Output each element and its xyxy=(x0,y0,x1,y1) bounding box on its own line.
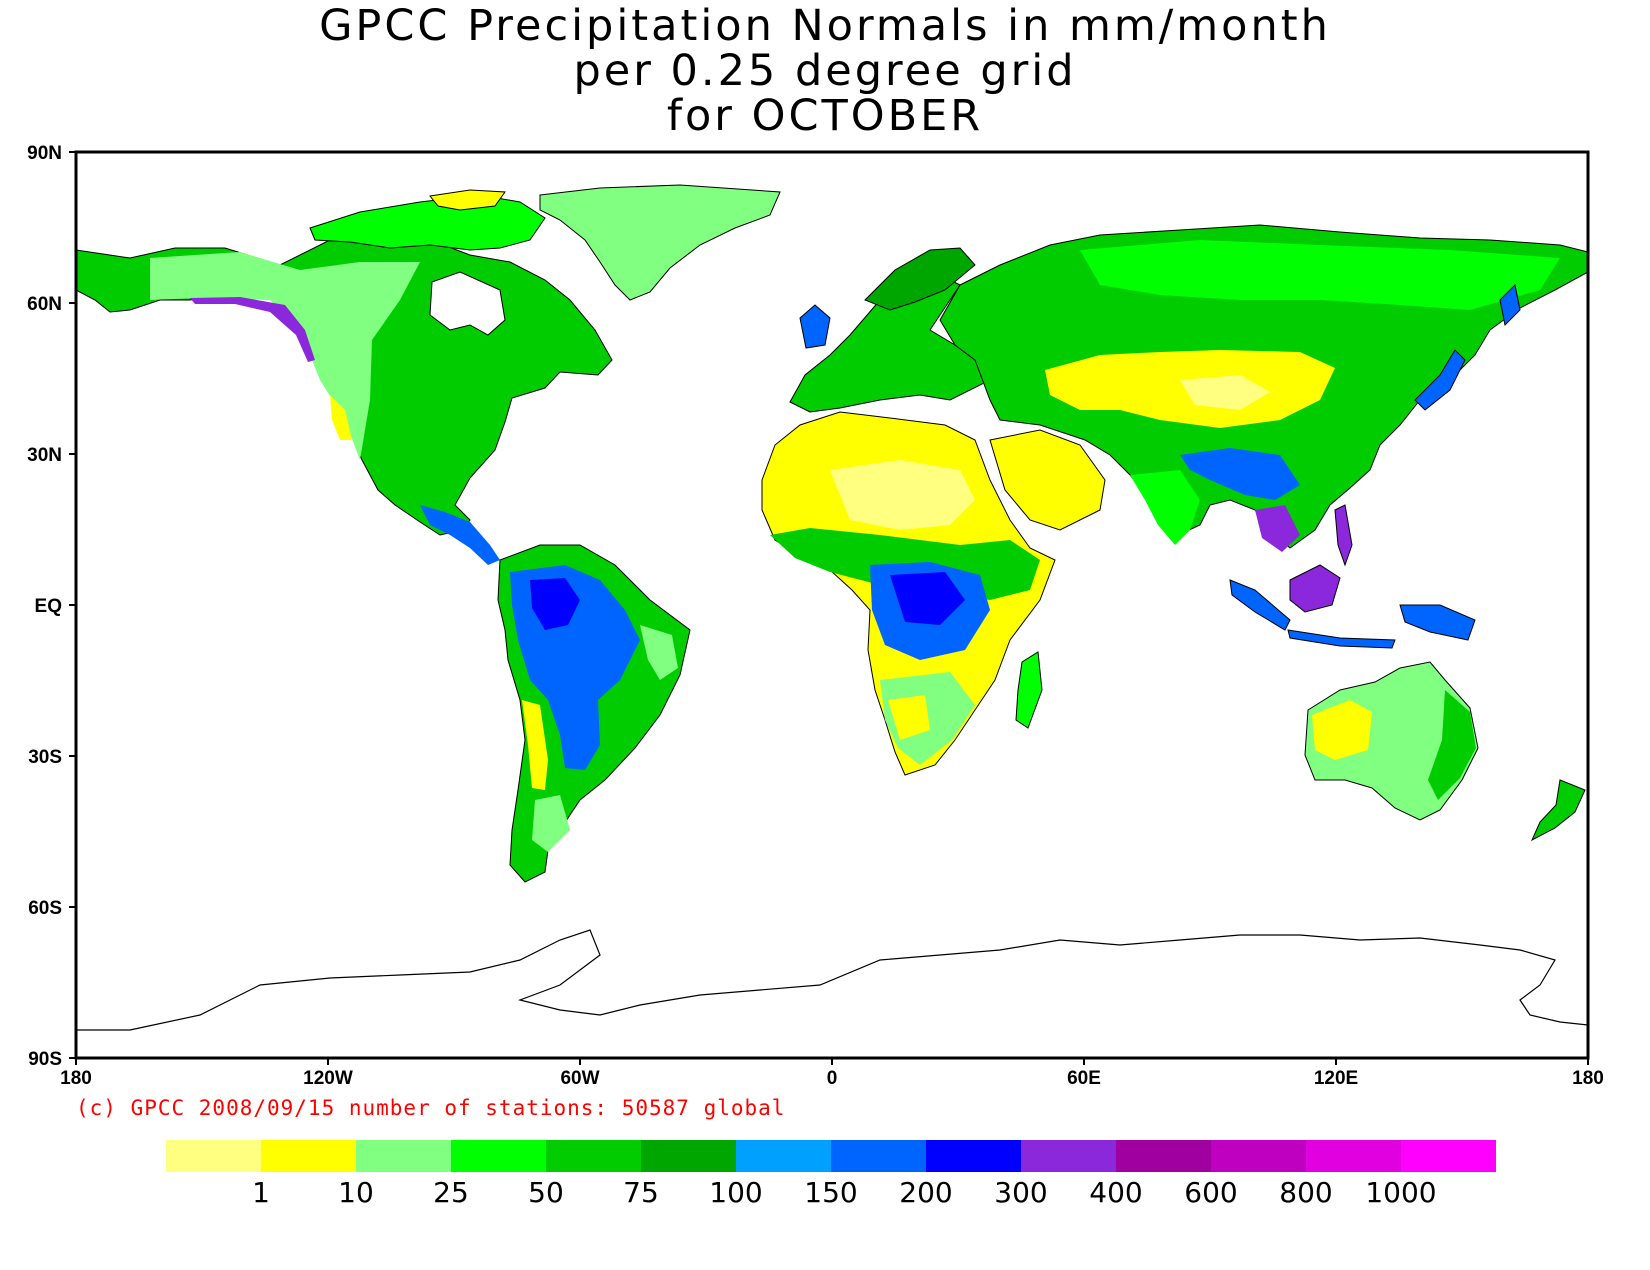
legend-label: 150 xyxy=(804,1176,858,1209)
legend-label: 300 xyxy=(994,1176,1048,1209)
legend-swatch xyxy=(546,1140,641,1172)
south-asia-moist xyxy=(1130,470,1200,545)
legend-label: 1000 xyxy=(1365,1176,1437,1209)
southeast-asia-wet xyxy=(1255,505,1300,552)
kalahari-dry xyxy=(888,695,930,740)
legend-label: 400 xyxy=(1089,1176,1143,1209)
amazon-core xyxy=(530,578,580,630)
antarctica-outline xyxy=(76,929,1588,1031)
philippines xyxy=(1334,504,1353,567)
java-timor xyxy=(1287,629,1396,649)
himalaya-wet xyxy=(1180,448,1300,500)
kamchatka xyxy=(1499,283,1521,327)
color-legend-labels: 1 10 25 50 75 100 150 200 300 400 600 800 1000 xyxy=(0,1176,1650,1210)
sumatra xyxy=(1229,579,1291,631)
legend-label: 200 xyxy=(899,1176,953,1209)
australia-east-moist xyxy=(1428,690,1476,800)
legend-swatch xyxy=(451,1140,546,1172)
x-tick-label: 120W xyxy=(303,1068,353,1089)
x-tick-label: 180 xyxy=(1572,1068,1604,1089)
title-line-1: GPCC Precipitation Normals in mm/month xyxy=(319,1,1331,51)
pacific-coast-wet xyxy=(190,297,315,362)
legend-label: 50 xyxy=(528,1176,564,1209)
scandinavia xyxy=(864,247,976,311)
legend-label: 10 xyxy=(338,1176,374,1209)
madagascar xyxy=(1015,651,1043,729)
british-isles xyxy=(799,304,831,349)
legend-swatch xyxy=(1306,1140,1401,1172)
japan xyxy=(1414,349,1466,411)
land-layer xyxy=(76,184,1588,1031)
borneo xyxy=(1289,564,1341,613)
legend-swatch xyxy=(926,1140,1021,1172)
x-tick-label: 60E xyxy=(1067,1068,1101,1089)
gobi-core xyxy=(1180,375,1270,410)
legend-label: 600 xyxy=(1184,1176,1238,1209)
precipitation-map: 90N 60N 30N EQ 30S 60S 90S 180 120W 60W … xyxy=(27,143,1604,1089)
legend-label: 75 xyxy=(623,1176,659,1209)
atacama-dry xyxy=(522,700,548,790)
y-tick-label: 90N xyxy=(27,143,62,164)
north-america-dry-zone xyxy=(150,252,420,460)
title-line-3: for OCTOBER xyxy=(666,91,984,141)
ellesmere-dry xyxy=(429,189,506,211)
hudson-bay xyxy=(429,271,506,336)
australia-dry xyxy=(1312,700,1372,760)
greenland xyxy=(539,184,781,301)
central-america-wet xyxy=(420,505,500,565)
legend-swatch xyxy=(831,1140,926,1172)
y-tick-label: 60S xyxy=(28,898,62,919)
sahara-core xyxy=(830,460,975,530)
map-title: GPCC Precipitation Normals in mm/month p… xyxy=(0,4,1650,139)
legend-swatch xyxy=(1211,1140,1306,1172)
title-line-2: per 0.25 degree grid xyxy=(573,46,1077,96)
legend-swatch xyxy=(261,1140,356,1172)
color-legend-bar xyxy=(166,1140,1496,1172)
y-tick-label: 30N xyxy=(27,445,62,466)
x-tick-label: 60W xyxy=(560,1068,599,1089)
legend-label: 1 xyxy=(252,1176,270,1209)
arabia xyxy=(989,429,1106,531)
y-tick-label: 60N xyxy=(27,294,62,315)
patagonia-dry xyxy=(532,795,570,852)
y-tick-marks xyxy=(69,151,76,1059)
legend-swatch xyxy=(166,1140,261,1172)
baja-dry xyxy=(330,395,352,440)
y-axis: 90N 60N 30N EQ 30S 60S 90S xyxy=(27,143,76,1070)
canadian-arctic xyxy=(309,194,546,251)
x-tick-marks xyxy=(75,1058,1589,1065)
new-guinea xyxy=(1399,604,1476,641)
legend-swatch xyxy=(1116,1140,1211,1172)
x-tick-label: 120E xyxy=(1314,1068,1358,1089)
x-tick-label: 180 xyxy=(60,1068,92,1089)
ne-brazil-dry xyxy=(640,625,678,680)
new-zealand xyxy=(1530,779,1586,842)
legend-swatch xyxy=(1021,1140,1116,1172)
legend-swatch xyxy=(641,1140,736,1172)
y-tick-label: 90S xyxy=(28,1049,62,1070)
legend-swatch xyxy=(736,1140,831,1172)
y-tick-label: 30S xyxy=(28,747,62,768)
x-tick-label: 0 xyxy=(827,1068,838,1089)
legend-swatch xyxy=(1401,1140,1496,1172)
legend-swatch xyxy=(356,1140,451,1172)
credit-line: (c) GPCC 2008/09/15 number of stations: … xyxy=(76,1096,786,1120)
congo-core xyxy=(890,572,965,625)
siberia-moist xyxy=(1080,240,1560,310)
x-axis: 180 120W 60W 0 60E 120E 180 xyxy=(60,1058,1604,1089)
y-tick-label: EQ xyxy=(35,596,62,617)
europe-landmass xyxy=(789,274,991,413)
legend-label: 800 xyxy=(1279,1176,1333,1209)
legend-label: 25 xyxy=(433,1176,469,1209)
legend-label: 100 xyxy=(709,1176,763,1209)
